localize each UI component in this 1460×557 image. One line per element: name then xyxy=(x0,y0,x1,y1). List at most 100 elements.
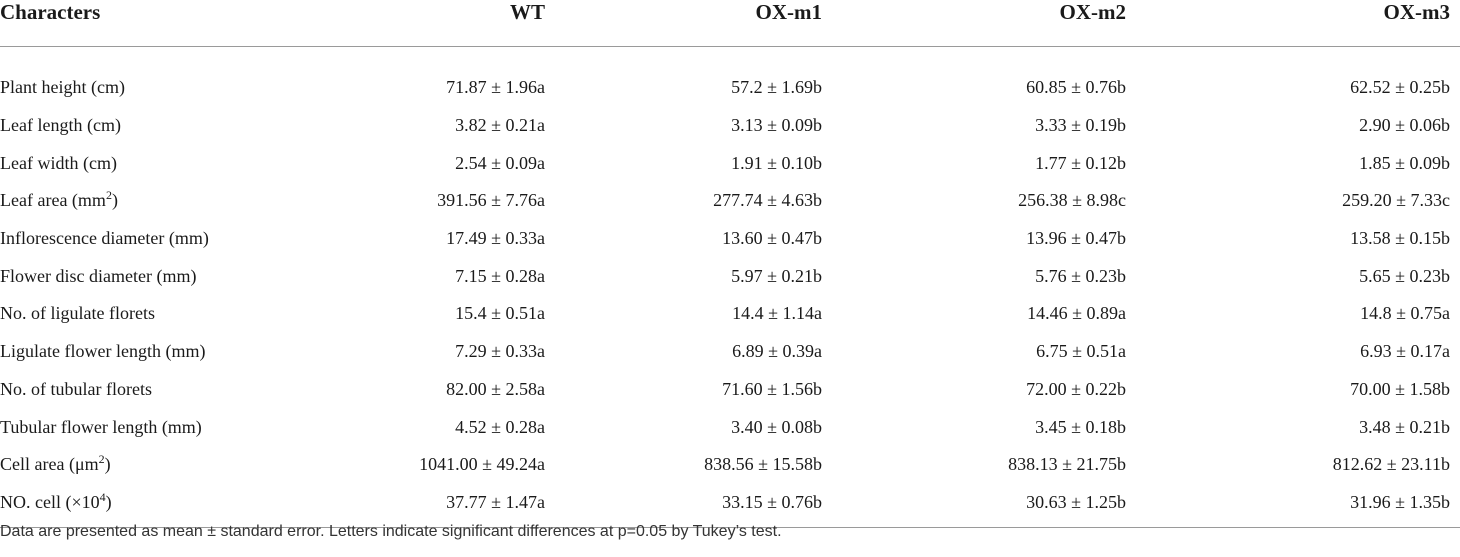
cell-ox-m1: 3.13 ± 0.09b xyxy=(731,115,822,136)
unit-superscript: 2 xyxy=(98,452,105,467)
cell-ox-m3: 1.85 ± 0.09b xyxy=(1359,152,1450,173)
cell-ox-m1: 838.56 ± 15.58b xyxy=(704,454,822,475)
characteristic-label: Cell area (μm xyxy=(0,454,99,475)
row-characteristic: Inflorescence diameter (mm) xyxy=(0,220,300,258)
cell-ox-m1: 33.15 ± 0.76b xyxy=(559,483,860,529)
header-characters: Characters xyxy=(0,0,300,47)
header-wt: WT xyxy=(300,0,559,47)
row-characteristic: Tubular flower length (mm) xyxy=(0,408,300,446)
table-row: NO. cell (×104) 37.77 ± 1.47a 33.15 ± 0.76… xyxy=(0,483,1460,529)
characters-table: Characters WT OX-m1 OX-m2 OX-m3 Plant he… xyxy=(0,0,1460,529)
header-ox-m2: OX-m2 xyxy=(860,0,1150,47)
characteristic-label: Leaf length (cm) xyxy=(0,115,121,136)
cell-ox-m1: 14.4 ± 1.14a xyxy=(732,303,822,324)
table-row: Leaf length (cm) 3.82 ± 0.21a 3.13 ± 0.09b… xyxy=(0,107,1460,145)
cell-wt: 82.00 ± 2.58a xyxy=(446,378,545,399)
characteristic-label-suffix: ) xyxy=(104,454,111,475)
cell-ox-m3: 3.48 ± 0.21b xyxy=(1359,416,1450,437)
cell-ox-m2: 72.00 ± 0.22b xyxy=(1026,378,1126,399)
cell-wt: 15.4 ± 0.51a xyxy=(455,303,545,324)
table-row: Plant height (cm) 71.87 ± 1.96a 57.2 ± 1.6… xyxy=(0,47,1460,107)
cell-ox-m2: 3.45 ± 0.18b xyxy=(1035,416,1126,437)
header-ox-m3: OX-m3 xyxy=(1150,0,1460,47)
table-row: Leaf area (mm2) 391.56 ± 7.76a 277.74 ± 4.… xyxy=(0,182,1460,220)
header-ox-m1: OX-m1 xyxy=(559,0,860,47)
unit-superscript: 2 xyxy=(105,188,112,203)
table-footnote: Data are presented as mean ± standard er… xyxy=(0,523,782,540)
cell-ox-m3: 62.52 ± 0.25b xyxy=(1350,77,1450,98)
cell-wt: 391.56 ± 7.76a xyxy=(437,190,545,211)
cell-wt: 4.52 ± 0.28a xyxy=(455,416,545,437)
table-row: Tubular flower length (mm) 4.52 ± 0.28a 3.… xyxy=(0,408,1460,446)
row-characteristic: Cell area (μm2) xyxy=(0,446,300,484)
row-characteristic: Leaf area (mm2) xyxy=(0,182,300,220)
characteristic-label: NO. cell (×10 xyxy=(0,491,100,512)
cell-wt: 17.49 ± 0.33a xyxy=(446,228,545,249)
table-row: No. of ligulate florets 15.4 ± 0.51a 14.4 … xyxy=(0,295,1460,333)
characteristic-label: Tubular flower length (mm) xyxy=(0,416,202,437)
cell-ox-m2: 30.63 ± 1.25b xyxy=(860,483,1150,529)
cell-ox-m1: 13.60 ± 0.47b xyxy=(722,228,822,249)
characteristic-label: Ligulate flower length (mm) xyxy=(0,341,206,362)
cell-wt: 37.77 ± 1.47a xyxy=(300,483,559,529)
cell-ox-m2: 3.33 ± 0.19b xyxy=(1035,115,1126,136)
characteristic-label: No. of ligulate florets xyxy=(0,303,155,324)
cell-ox-m2: 14.46 ± 0.89a xyxy=(1027,303,1126,324)
characteristic-label: No. of tubular florets xyxy=(0,378,152,399)
table-row: Cell area (μm2) 1041.00 ± 49.24a 838.56 ± … xyxy=(0,446,1460,484)
row-characteristic: Plant height (cm) xyxy=(0,47,300,107)
table-row: No. of tubular florets 82.00 ± 2.58a 71.60… xyxy=(0,371,1460,409)
characteristic-label: Plant height (cm) xyxy=(0,77,125,98)
cell-ox-m3: 259.20 ± 7.33c xyxy=(1342,190,1450,211)
table-row: Inflorescence diameter (mm) 17.49 ± 0.33a… xyxy=(0,220,1460,258)
cell-ox-m3: 13.58 ± 0.15b xyxy=(1350,228,1450,249)
cell-ox-m2: 838.13 ± 21.75b xyxy=(1008,454,1126,475)
cell-wt: 1041.00 ± 49.24a xyxy=(419,454,545,475)
cell-wt: 7.29 ± 0.33a xyxy=(455,341,545,362)
cell-wt: 3.82 ± 0.21a xyxy=(455,115,545,136)
cell-ox-m2: 60.85 ± 0.76b xyxy=(1026,77,1126,98)
characteristic-label: Leaf area (mm xyxy=(0,190,106,211)
cell-ox-m1: 6.89 ± 0.39a xyxy=(732,341,822,362)
cell-ox-m2: 1.77 ± 0.12b xyxy=(1035,152,1126,173)
cell-ox-m3: 2.90 ± 0.06b xyxy=(1359,115,1450,136)
cell-ox-m3: 5.65 ± 0.23b xyxy=(1359,265,1450,286)
cell-ox-m1: 1.91 ± 0.10b xyxy=(731,152,822,173)
row-characteristic: No. of tubular florets xyxy=(0,371,300,409)
cell-ox-m2: 6.75 ± 0.51a xyxy=(1036,341,1126,362)
characteristic-label-suffix: ) xyxy=(105,491,112,512)
cell-ox-m1: 71.60 ± 1.56b xyxy=(722,378,822,399)
cell-ox-m3: 6.93 ± 0.17a xyxy=(1360,341,1450,362)
table-row: Ligulate flower length (mm) 7.29 ± 0.33a 6… xyxy=(0,333,1460,371)
characteristic-label-suffix: ) xyxy=(111,190,118,211)
row-characteristic: Flower disc diameter (mm) xyxy=(0,257,300,295)
data-table-container: Characters WT OX-m1 OX-m2 OX-m3 Plant he… xyxy=(0,0,1460,529)
cell-ox-m1: 5.97 ± 0.21b xyxy=(731,265,822,286)
table-row: Leaf width (cm) 2.54 ± 0.09a 1.91 ± 0.10b 1… xyxy=(0,144,1460,182)
cell-ox-m3: 812.62 ± 23.11b xyxy=(1332,454,1450,475)
cell-ox-m2: 256.38 ± 8.98c xyxy=(1018,190,1126,211)
cell-ox-m3: 14.8 ± 0.75a xyxy=(1360,303,1450,324)
cell-ox-m2: 5.76 ± 0.23b xyxy=(1035,265,1126,286)
table-row: Flower disc diameter (mm) 7.15 ± 0.28a 5.9… xyxy=(0,257,1460,295)
row-characteristic: No. of ligulate florets xyxy=(0,295,300,333)
header-row: Characters WT OX-m1 OX-m2 OX-m3 xyxy=(0,0,1460,47)
characteristic-label: Leaf width (cm) xyxy=(0,152,117,173)
characteristic-label: Flower disc diameter (mm) xyxy=(0,265,197,286)
unit-superscript: 4 xyxy=(99,489,106,504)
row-characteristic: Leaf length (cm) xyxy=(0,107,300,145)
row-characteristic: NO. cell (×104) xyxy=(0,483,300,529)
cell-wt: 2.54 ± 0.09a xyxy=(455,152,545,173)
cell-ox-m1: 57.2 ± 1.69b xyxy=(731,77,822,98)
cell-ox-m1: 3.40 ± 0.08b xyxy=(731,416,822,437)
table-body: Plant height (cm) 71.87 ± 1.96a 57.2 ± 1.6… xyxy=(0,47,1460,529)
row-characteristic: Leaf width (cm) xyxy=(0,144,300,182)
cell-ox-m3: 70.00 ± 1.58b xyxy=(1350,378,1450,399)
cell-ox-m3: 31.96 ± 1.35b xyxy=(1150,483,1460,529)
characteristic-label: Inflorescence diameter (mm) xyxy=(0,228,209,249)
cell-wt: 7.15 ± 0.28a xyxy=(455,265,545,286)
cell-ox-m2: 13.96 ± 0.47b xyxy=(1026,228,1126,249)
row-characteristic: Ligulate flower length (mm) xyxy=(0,333,300,371)
cell-wt: 71.87 ± 1.96a xyxy=(446,77,545,98)
cell-ox-m1: 277.74 ± 4.63b xyxy=(713,190,822,211)
